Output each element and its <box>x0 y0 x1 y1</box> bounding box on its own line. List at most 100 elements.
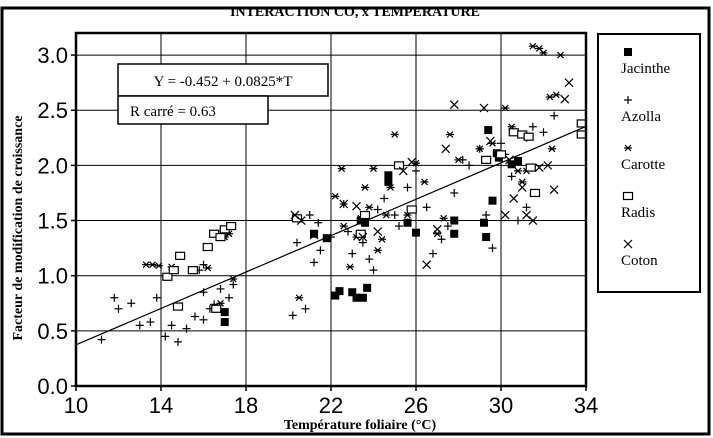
data-point-jacinthe <box>514 156 522 165</box>
data-point-carotte <box>154 262 163 270</box>
x-tick-label: 22 <box>319 393 343 418</box>
data-point-carotte <box>382 211 391 219</box>
data-point-azolla <box>497 139 505 148</box>
data-point-azolla <box>301 304 310 313</box>
legend-marker-radis <box>622 191 634 201</box>
data-point-carotte <box>545 93 554 101</box>
data-point-carotte <box>446 131 454 138</box>
data-point-radis <box>508 128 519 137</box>
data-point-radis <box>529 188 541 198</box>
data-point-jacinthe <box>384 171 393 180</box>
plot-frame <box>74 31 588 388</box>
data-point-coton <box>505 155 514 165</box>
data-point-jacinthe <box>384 177 393 186</box>
data-point-carotte <box>337 165 346 173</box>
data-point-carotte <box>518 178 527 186</box>
data-point-azolla <box>327 233 335 242</box>
x-axis-label: Température foliaire (°C) <box>284 418 437 433</box>
y-tick-label: 1.0 <box>37 264 68 289</box>
legend-label-jacinthe: Jacinthe <box>621 61 670 77</box>
data-point-azolla <box>316 246 325 255</box>
data-point-jacinthe <box>310 229 318 238</box>
data-point-azolla <box>152 293 161 302</box>
y-tick-label: 0.5 <box>37 319 68 344</box>
data-point-azolla <box>482 211 491 220</box>
r-squared-box <box>117 95 269 125</box>
data-point-azolla <box>167 321 176 330</box>
data-point-coton <box>522 210 531 220</box>
data-point-radis <box>226 221 237 231</box>
data-point-carotte <box>373 246 382 254</box>
data-point-azolla <box>395 222 403 231</box>
legend-label-carotte: Carotte <box>621 157 665 173</box>
data-point-azolla <box>488 244 497 253</box>
legend-entries: Jacinthe Azolla Carotte Radis Coton <box>621 48 670 269</box>
data-point-azolla <box>229 280 238 289</box>
data-point-coton <box>479 103 489 113</box>
data-point-azolla <box>539 128 548 137</box>
data-point-azolla <box>390 211 399 220</box>
data-point-jacinthe <box>361 218 369 227</box>
data-point-carotte <box>552 91 561 99</box>
data-point-carotte <box>475 145 484 153</box>
data-point-carotte <box>148 261 157 269</box>
data-point-coton <box>407 157 417 167</box>
data-point-azolla <box>429 249 437 258</box>
data-point-azolla <box>507 172 516 181</box>
data-point-jacinthe <box>482 233 491 242</box>
data-point-radis <box>481 155 492 164</box>
legend-label-radis: Radis <box>621 205 655 221</box>
data-point-radis <box>202 242 213 252</box>
data-point-coton <box>290 210 300 220</box>
data-point-azolla <box>305 211 314 220</box>
x-tick-label: 18 <box>234 393 258 418</box>
data-point-coton <box>373 227 383 236</box>
data-point-coton <box>485 136 495 146</box>
data-point-jacinthe <box>488 196 497 205</box>
data-point-azolla <box>314 218 323 227</box>
data-point-azolla <box>465 161 474 170</box>
data-point-jacinthe <box>352 293 361 302</box>
data-point-carotte <box>203 264 212 272</box>
legend-marker-jacinthe <box>624 48 632 56</box>
data-point-azolla <box>403 183 412 192</box>
y-tick-label: 2.5 <box>37 98 68 123</box>
data-point-azolla <box>348 249 357 258</box>
data-point-coton <box>534 163 544 173</box>
data-point-azolla <box>174 337 182 346</box>
data-point-jacinthe <box>348 288 357 297</box>
legend-marker-azolla <box>624 96 632 104</box>
data-point-azolla <box>199 260 208 269</box>
data-point-coton <box>549 185 559 195</box>
data-point-coton <box>500 210 510 220</box>
data-point-azolla <box>344 227 352 236</box>
data-point-coton <box>432 224 442 234</box>
x-tick-label: 34 <box>574 393 598 418</box>
data-point-radis <box>172 302 184 311</box>
data-point-jacinthe <box>358 293 367 302</box>
data-point-carotte <box>501 104 510 112</box>
data-point-azolla <box>288 311 297 320</box>
data-point-jacinthe <box>412 228 420 237</box>
data-point-radis <box>495 150 507 159</box>
data-point-carotte <box>361 184 369 191</box>
data-point-azolla <box>191 312 199 321</box>
data-point-coton <box>560 94 570 104</box>
data-point-carotte <box>365 203 374 211</box>
data-point-azolla <box>97 335 106 344</box>
data-point-carotte <box>331 192 340 200</box>
data-point-azolla <box>550 111 559 120</box>
data-point-azolla <box>450 188 459 197</box>
data-point-carotte <box>229 275 238 283</box>
data-point-jacinthe <box>403 218 412 227</box>
data-point-azolla <box>443 222 452 231</box>
y-tick-label: 2.0 <box>37 153 68 178</box>
data-point-azolla <box>146 318 155 327</box>
data-point-azolla <box>358 238 367 247</box>
data-point-carotte <box>295 294 304 302</box>
data-point-azolla <box>182 324 191 333</box>
data-point-azolla <box>199 315 208 324</box>
data-point-azolla <box>216 284 225 293</box>
data-point-carotte <box>514 167 522 175</box>
data-point-carotte <box>454 156 463 164</box>
